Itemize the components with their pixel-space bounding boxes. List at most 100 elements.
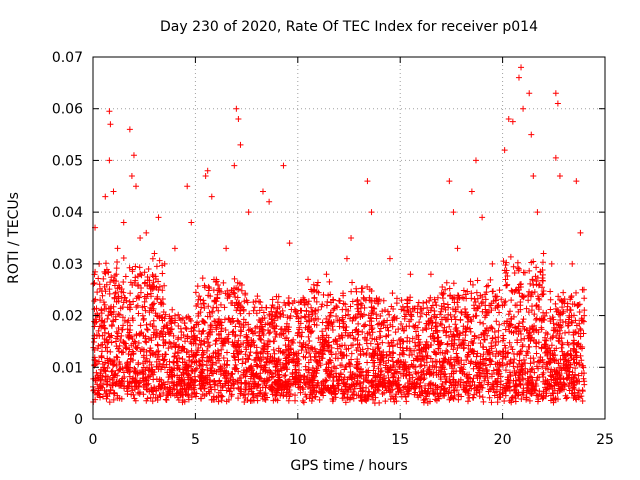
data-point	[506, 339, 513, 346]
data-point	[210, 393, 217, 400]
data-point	[507, 308, 514, 315]
y-tick-label: 0.01	[52, 360, 83, 376]
data-point	[261, 391, 268, 398]
data-point	[138, 272, 145, 279]
data-point	[560, 289, 567, 296]
data-point	[473, 390, 480, 397]
data-point	[204, 335, 211, 342]
data-point	[324, 384, 331, 391]
data-point	[237, 332, 244, 339]
data-point	[322, 337, 329, 344]
data-point	[547, 392, 554, 399]
data-point	[437, 320, 444, 327]
data-point	[225, 379, 232, 386]
data-point	[354, 296, 361, 303]
data-point	[170, 359, 177, 366]
data-point	[235, 318, 242, 325]
data-point	[91, 323, 98, 330]
data-point	[476, 393, 483, 400]
data-point	[237, 141, 244, 148]
data-point	[225, 331, 232, 338]
data-point	[280, 162, 287, 169]
data-point	[428, 325, 435, 332]
data-point	[256, 390, 263, 397]
data-point	[313, 288, 320, 295]
data-point	[100, 299, 107, 306]
data-point	[454, 331, 461, 338]
data-point	[234, 294, 241, 301]
data-point	[370, 388, 377, 395]
data-point	[313, 322, 320, 329]
data-point	[361, 304, 368, 311]
y-tick-label: 0.02	[52, 309, 83, 325]
data-point	[225, 338, 232, 345]
data-point	[426, 364, 433, 371]
data-point	[446, 323, 453, 330]
data-point	[280, 312, 287, 319]
data-point	[314, 379, 321, 386]
data-point	[308, 315, 315, 322]
data-point	[279, 361, 286, 368]
data-point	[194, 319, 201, 326]
data-point	[334, 304, 341, 311]
data-point	[91, 279, 98, 286]
data-point	[193, 365, 200, 372]
data-point	[562, 382, 569, 389]
data-point	[520, 385, 527, 392]
data-point	[541, 313, 548, 320]
data-point	[366, 318, 373, 325]
data-point	[423, 326, 430, 333]
data-point	[314, 279, 321, 286]
data-point	[101, 283, 108, 290]
data-point	[578, 370, 585, 377]
data-point	[526, 90, 533, 97]
data-point	[208, 193, 215, 200]
data-point	[492, 305, 499, 312]
data-point	[130, 391, 137, 398]
data-point	[215, 282, 222, 289]
data-point	[496, 321, 503, 328]
data-point	[417, 358, 424, 365]
data-point	[230, 318, 237, 325]
data-point	[531, 322, 538, 329]
data-point	[384, 317, 391, 324]
data-point	[423, 359, 430, 366]
data-point	[570, 312, 577, 319]
data-point	[188, 347, 195, 354]
data-point	[333, 303, 340, 310]
data-point	[343, 306, 350, 313]
data-point	[531, 311, 538, 318]
data-point	[179, 356, 186, 363]
data-point	[409, 374, 416, 381]
data-point	[530, 355, 537, 362]
data-point	[98, 287, 105, 294]
data-point	[385, 340, 392, 347]
data-point	[419, 389, 426, 396]
data-point	[277, 365, 284, 372]
data-point	[126, 298, 133, 305]
data-point	[444, 341, 451, 348]
data-point	[279, 349, 286, 356]
data-point	[552, 300, 559, 307]
data-point	[156, 334, 163, 341]
data-point	[507, 322, 514, 329]
data-point	[512, 302, 519, 309]
data-point	[382, 383, 389, 390]
data-point	[368, 392, 375, 399]
data-point	[128, 172, 135, 179]
data-point	[91, 306, 98, 313]
data-point	[461, 387, 468, 394]
data-point	[266, 330, 273, 337]
data-point	[174, 358, 181, 365]
data-point	[500, 258, 507, 265]
data-point	[486, 355, 493, 362]
data-point	[393, 381, 400, 388]
data-point	[426, 297, 433, 304]
data-point	[528, 390, 535, 397]
data-point	[104, 315, 111, 322]
data-point	[562, 329, 569, 336]
data-point	[249, 391, 256, 398]
data-point	[543, 381, 550, 388]
data-point	[157, 366, 164, 373]
data-point	[341, 391, 348, 398]
